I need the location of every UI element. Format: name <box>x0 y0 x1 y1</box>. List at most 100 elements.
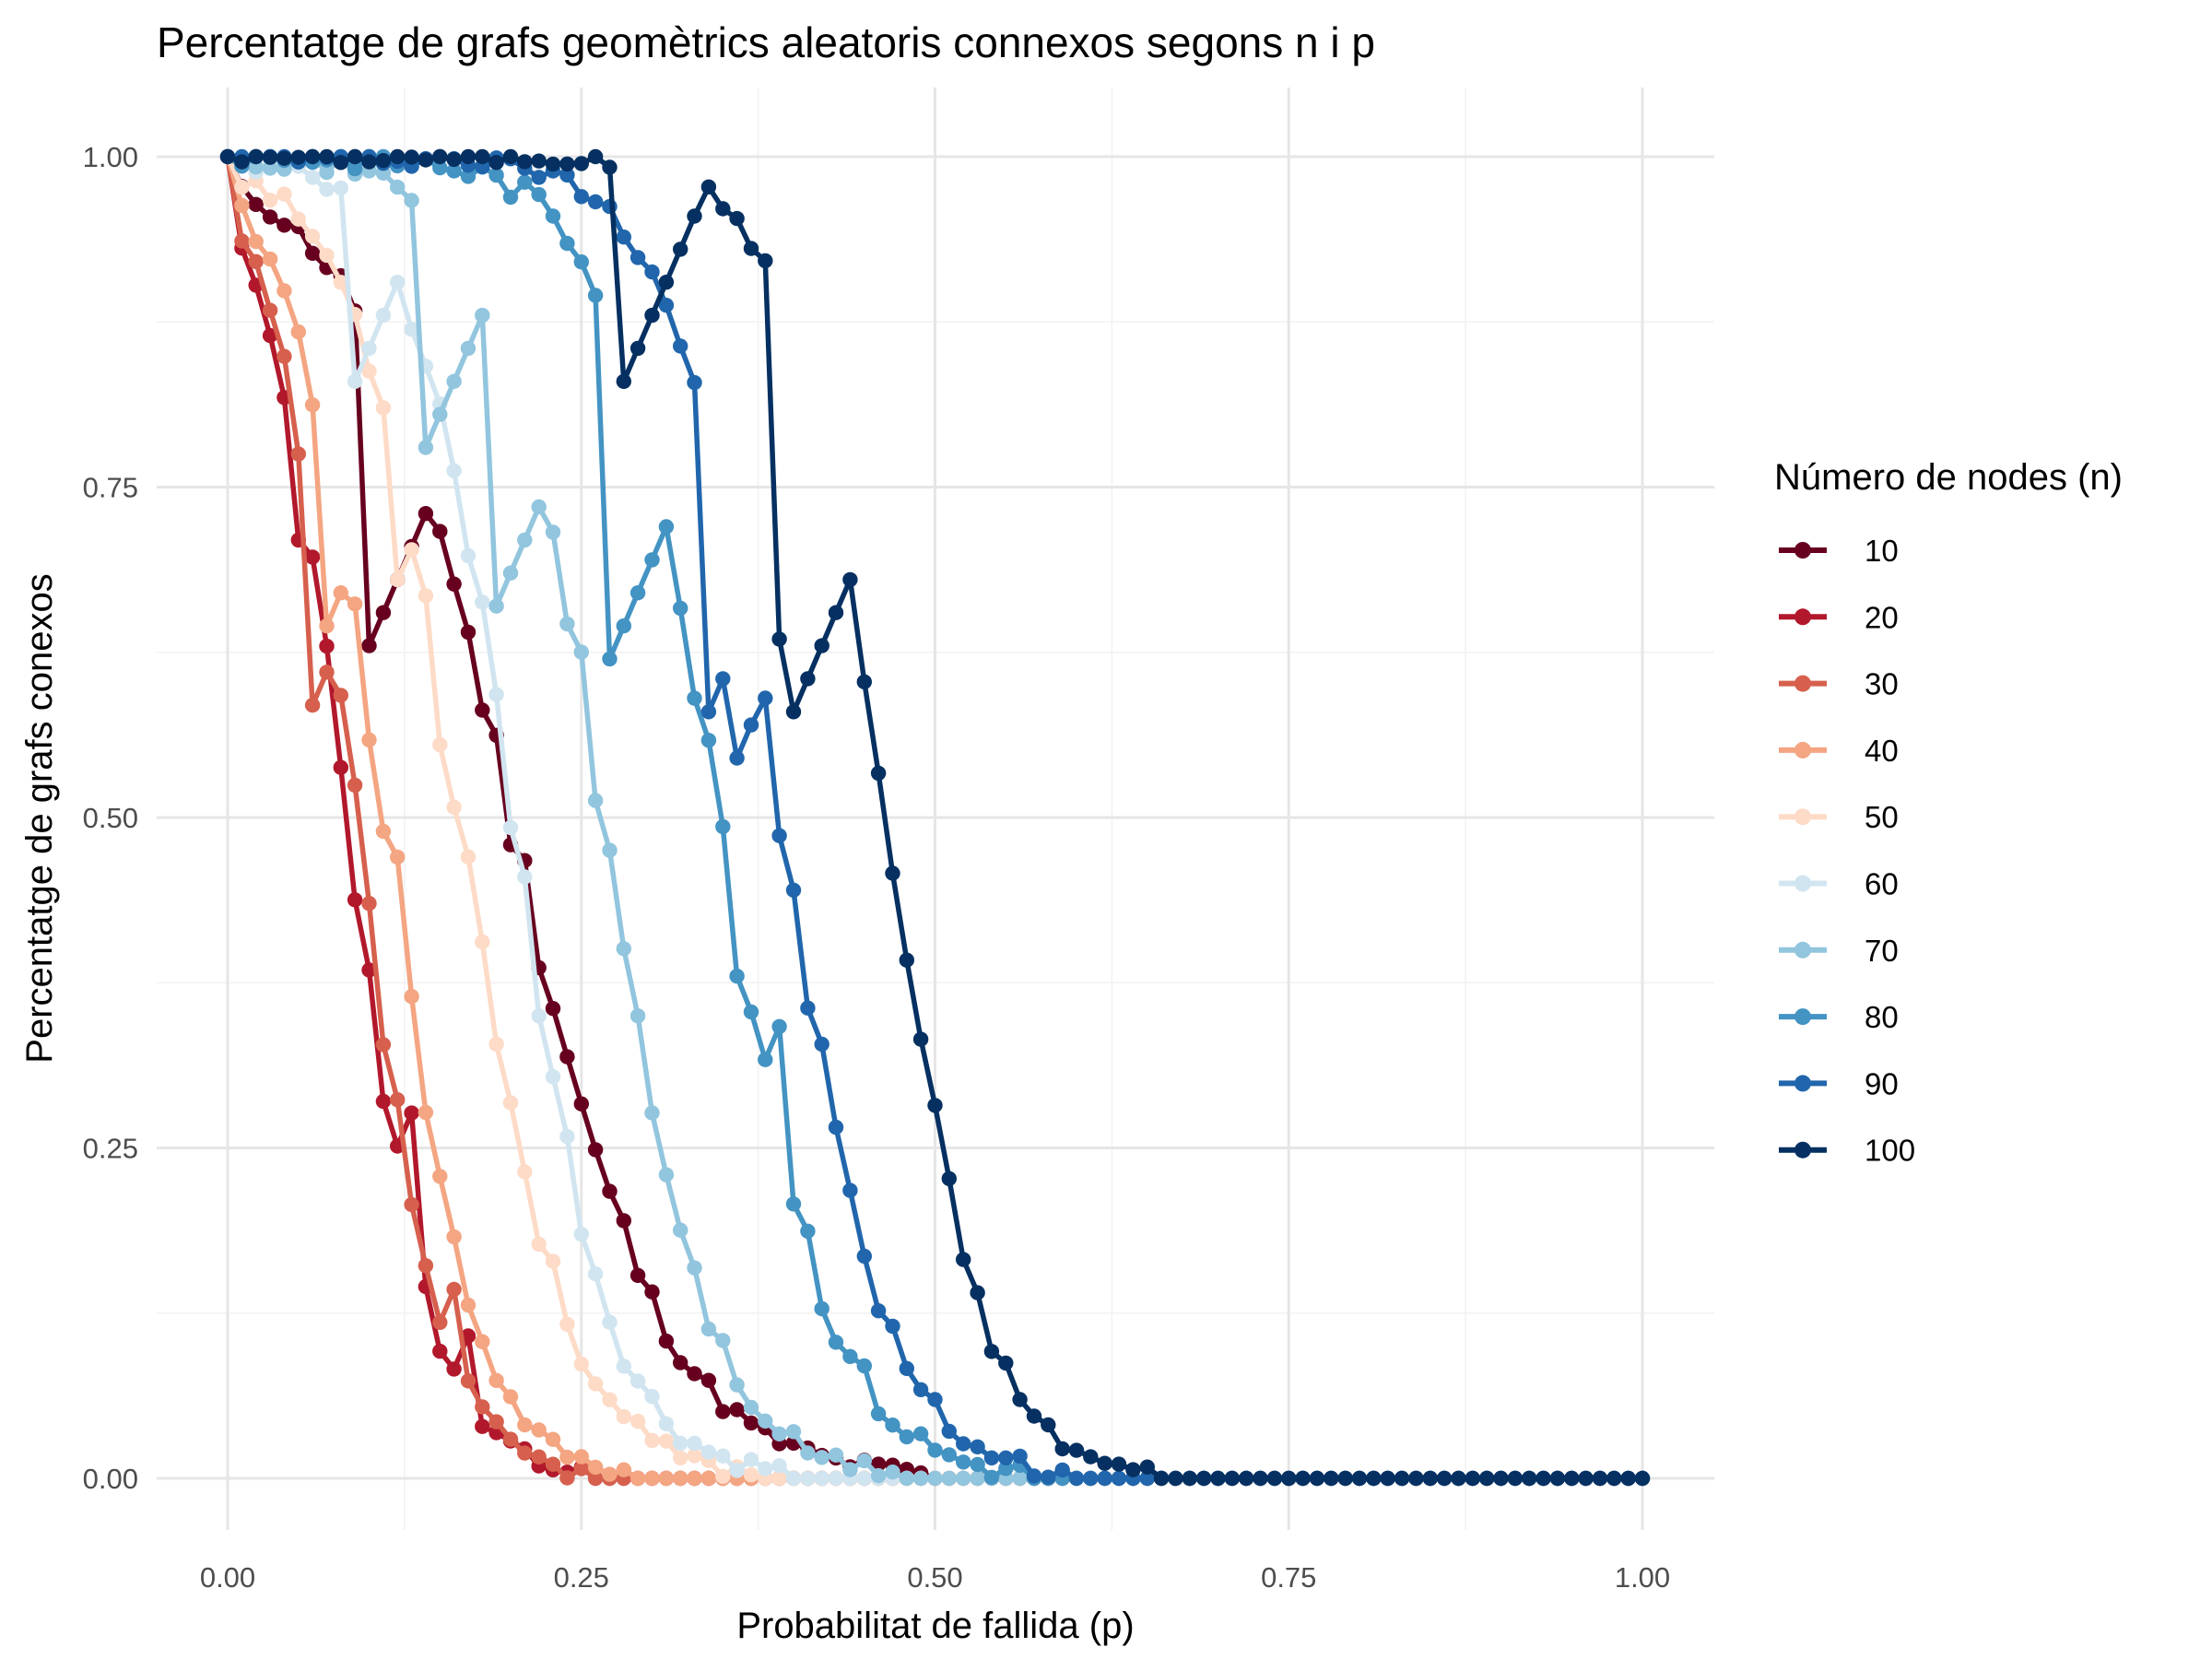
data-point <box>375 1037 392 1053</box>
data-point <box>941 1423 957 1440</box>
data-point <box>290 446 306 462</box>
data-point <box>1111 1470 1127 1487</box>
data-point <box>743 1452 759 1467</box>
data-point <box>629 340 646 357</box>
data-point <box>1210 1470 1226 1487</box>
data-point <box>319 665 335 680</box>
data-point <box>644 264 660 280</box>
data-point <box>432 159 448 176</box>
data-point <box>559 167 575 183</box>
data-point <box>899 1429 914 1445</box>
data-point <box>304 697 321 713</box>
data-point <box>404 1196 419 1213</box>
data-point <box>602 842 618 858</box>
data-point <box>390 571 406 588</box>
data-point <box>729 968 745 984</box>
data-point <box>983 1469 1000 1486</box>
data-point <box>573 1226 589 1242</box>
data-point <box>304 148 321 165</box>
data-point <box>531 1008 547 1024</box>
data-point <box>629 1413 646 1430</box>
data-point <box>460 169 477 184</box>
chart-title: Percentatge de grafs geomètrics aleatori… <box>157 18 1375 66</box>
data-point <box>545 524 561 540</box>
x-axis-label: Probabilitat de fallida (p) <box>736 1606 1134 1646</box>
data-point <box>658 1416 675 1432</box>
data-point <box>743 1467 759 1483</box>
data-point <box>446 163 462 179</box>
legend-label: 90 <box>1865 1066 1899 1100</box>
data-point <box>475 307 490 324</box>
data-point <box>559 1470 575 1486</box>
data-point <box>729 1463 745 1478</box>
data-point <box>998 1355 1014 1371</box>
data-point <box>715 818 731 835</box>
data-point <box>587 1142 604 1158</box>
legend-key-point <box>1794 1141 1811 1159</box>
data-point <box>673 1355 688 1371</box>
data-point <box>276 218 292 233</box>
legend-label: 100 <box>1865 1134 1915 1168</box>
data-point <box>276 150 292 166</box>
legend: Número de nodes (n) 10 20 30 40 50 60 70 80 90 10… <box>1774 457 2123 1168</box>
data-point <box>700 704 717 720</box>
data-point <box>658 1470 675 1487</box>
data-point <box>361 732 377 747</box>
data-point <box>587 1470 604 1487</box>
legend-label: 80 <box>1865 1000 1899 1034</box>
data-point <box>673 241 688 257</box>
data-point <box>758 690 773 706</box>
data-point <box>304 549 321 565</box>
data-point <box>673 1470 688 1487</box>
data-point <box>842 1182 858 1198</box>
data-point <box>573 1449 589 1465</box>
data-point <box>404 989 419 1005</box>
data-point <box>573 1096 589 1112</box>
data-point <box>517 1445 533 1461</box>
data-point <box>319 182 335 197</box>
data-point <box>998 1461 1014 1477</box>
legend-label: 70 <box>1865 934 1899 968</box>
data-point <box>885 1465 900 1480</box>
data-point <box>517 869 533 885</box>
data-point <box>1068 1442 1085 1458</box>
data-point <box>1295 1470 1311 1487</box>
data-point <box>446 1361 462 1377</box>
data-point <box>885 865 900 881</box>
data-point <box>758 253 773 269</box>
data-point <box>785 1196 802 1212</box>
data-point <box>587 1459 604 1476</box>
data-point <box>517 532 533 548</box>
data-point <box>234 197 250 214</box>
data-point <box>502 1095 519 1111</box>
data-point <box>1253 1470 1268 1487</box>
data-point <box>616 373 631 389</box>
data-point <box>743 717 759 733</box>
legend-key-point <box>1794 675 1811 692</box>
data-point <box>404 1105 419 1121</box>
data-point <box>673 600 688 617</box>
data-point <box>1324 1470 1339 1487</box>
data-point <box>375 400 392 416</box>
data-point <box>828 605 844 620</box>
data-point <box>715 201 731 217</box>
data-point <box>970 1439 985 1455</box>
data-point <box>771 1458 787 1474</box>
data-point <box>687 1260 702 1276</box>
data-point <box>616 1408 631 1425</box>
data-point <box>304 397 321 413</box>
data-point <box>644 307 660 324</box>
data-point <box>771 1018 787 1035</box>
data-point <box>460 1373 477 1389</box>
data-point <box>488 1036 504 1053</box>
data-point <box>432 1314 448 1331</box>
data-point <box>1097 1470 1112 1487</box>
x-tick-label: 0.75 <box>1261 1561 1316 1594</box>
data-point <box>616 1359 631 1374</box>
legend-key-point <box>1794 808 1811 826</box>
data-point <box>361 154 377 170</box>
data-point <box>446 373 462 389</box>
data-point <box>1394 1470 1410 1487</box>
data-point <box>856 1453 872 1469</box>
